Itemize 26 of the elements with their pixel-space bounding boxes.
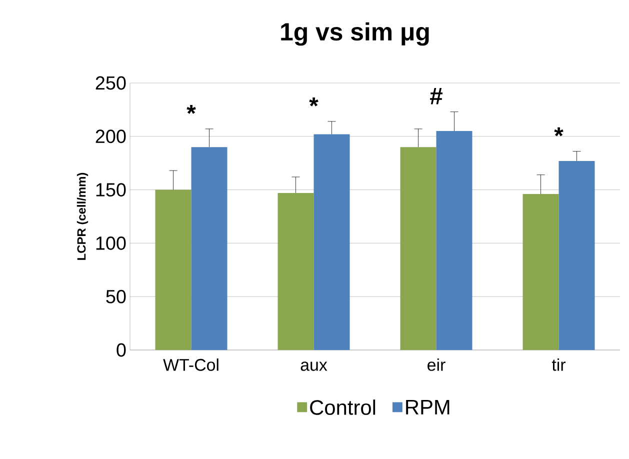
x-tick-label: eir bbox=[428, 358, 446, 371]
bar bbox=[400, 147, 436, 350]
x-tick-label: WT-Col bbox=[163, 358, 218, 371]
y-tick-label: 0 bbox=[116, 343, 126, 357]
x-tick-label: tir bbox=[552, 358, 566, 371]
annotation: # bbox=[430, 88, 443, 104]
y-axis-title: LCPR (cell/mm) bbox=[76, 172, 88, 260]
annotation: * bbox=[186, 104, 196, 114]
bar bbox=[155, 190, 192, 350]
y-tick-label: 50 bbox=[106, 290, 126, 304]
chart-title: 1g vs sim μg bbox=[281, 22, 429, 46]
bar bbox=[314, 134, 350, 350]
x-tick-label: aux bbox=[300, 362, 328, 371]
annotation: * bbox=[309, 97, 318, 106]
y-tick-label: 200 bbox=[96, 130, 126, 144]
annotation: * bbox=[554, 127, 564, 136]
bar bbox=[278, 192, 314, 350]
bar bbox=[522, 194, 559, 350]
y-tick-label: 250 bbox=[96, 76, 126, 90]
y-tick-label: 150 bbox=[96, 183, 126, 196]
bar bbox=[191, 147, 228, 350]
legend-label: RPM bbox=[406, 400, 450, 414]
y-tick-label: 100 bbox=[96, 236, 126, 250]
legend-label: Control bbox=[310, 400, 376, 415]
bar bbox=[558, 160, 595, 350]
bar bbox=[436, 131, 472, 350]
